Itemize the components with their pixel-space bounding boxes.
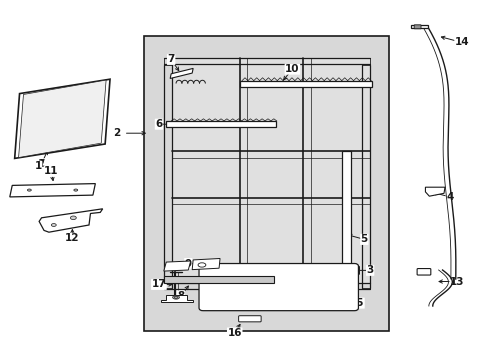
Text: 16: 16: [227, 328, 242, 338]
FancyBboxPatch shape: [413, 25, 420, 29]
Ellipse shape: [51, 224, 56, 226]
Polygon shape: [163, 261, 190, 271]
Polygon shape: [192, 258, 220, 270]
Polygon shape: [15, 79, 110, 158]
Polygon shape: [166, 121, 276, 127]
Text: 11: 11: [44, 166, 59, 176]
FancyBboxPatch shape: [416, 269, 430, 275]
Bar: [144, 36, 388, 331]
Polygon shape: [161, 295, 193, 302]
Text: 15: 15: [349, 298, 364, 308]
Text: 5: 5: [360, 234, 367, 244]
FancyBboxPatch shape: [345, 266, 359, 275]
Polygon shape: [425, 187, 444, 196]
FancyBboxPatch shape: [199, 264, 358, 311]
Text: 14: 14: [454, 37, 468, 48]
Ellipse shape: [198, 263, 205, 267]
Polygon shape: [19, 80, 106, 158]
Polygon shape: [10, 184, 95, 197]
Ellipse shape: [174, 296, 178, 298]
Polygon shape: [163, 276, 273, 283]
Text: 1: 1: [38, 159, 45, 169]
Text: 1: 1: [35, 161, 41, 171]
Ellipse shape: [27, 189, 31, 191]
FancyBboxPatch shape: [238, 316, 261, 322]
Text: 6: 6: [155, 119, 162, 129]
Polygon shape: [410, 25, 427, 28]
Bar: [171, 58, 369, 283]
Polygon shape: [342, 151, 350, 283]
Ellipse shape: [172, 296, 179, 299]
Ellipse shape: [70, 216, 76, 220]
Text: 4: 4: [445, 192, 453, 202]
Text: 17: 17: [151, 279, 166, 289]
Text: 13: 13: [449, 276, 464, 287]
Text: 10: 10: [285, 64, 299, 74]
Text: 7: 7: [167, 54, 175, 64]
Ellipse shape: [74, 189, 78, 191]
Text: 9: 9: [184, 258, 191, 269]
Polygon shape: [39, 209, 102, 232]
Text: 3: 3: [366, 265, 373, 275]
Text: 12: 12: [65, 233, 80, 243]
Text: 2: 2: [113, 128, 120, 138]
Text: 8: 8: [177, 291, 184, 301]
Polygon shape: [239, 81, 371, 87]
Polygon shape: [170, 68, 193, 78]
